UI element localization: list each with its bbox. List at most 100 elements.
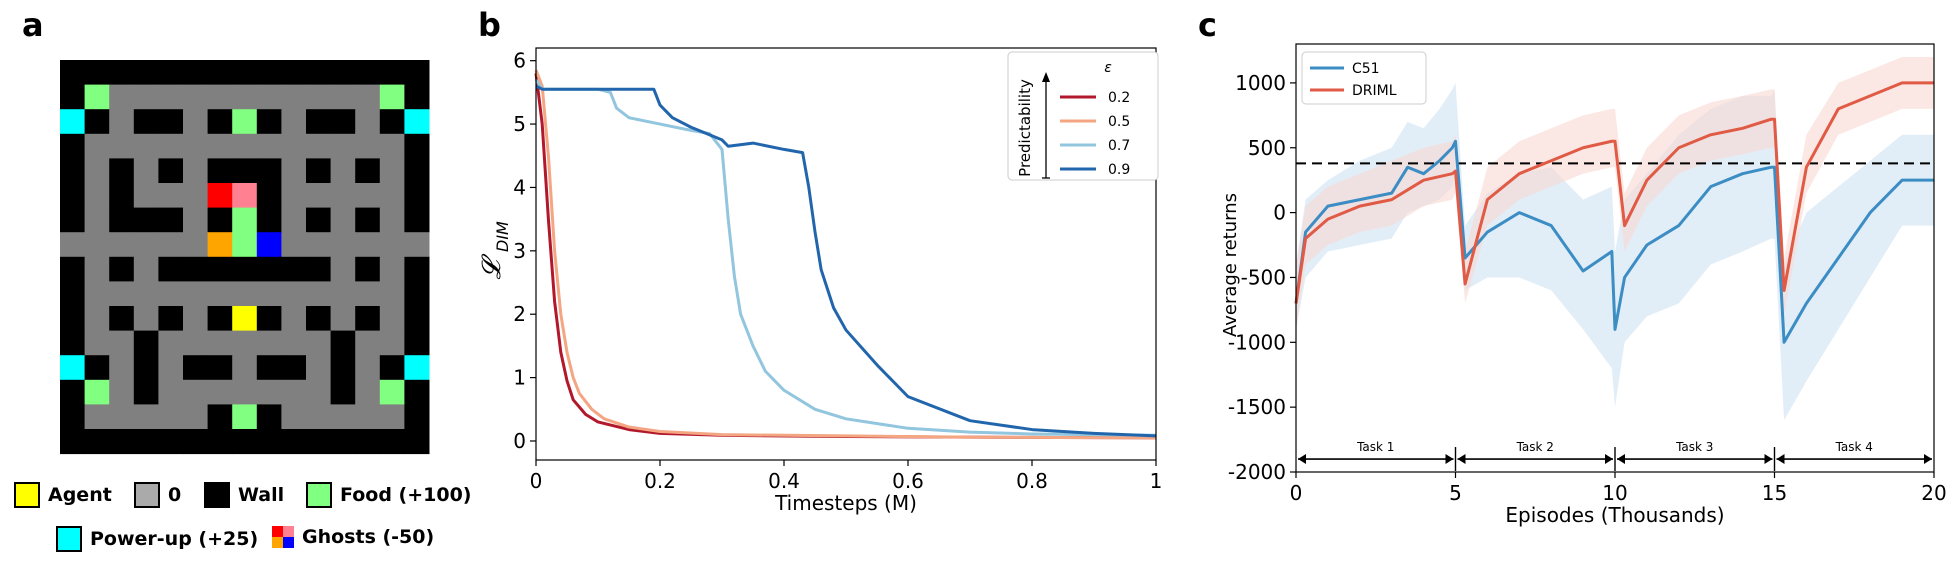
x-tick-label: 0.6	[892, 469, 924, 493]
task-arrowhead-left	[1776, 454, 1785, 465]
maze-cell	[256, 84, 282, 110]
maze-cell	[355, 133, 381, 159]
legend-food-label: Food (+100)	[340, 484, 472, 506]
maze-cell	[306, 109, 332, 135]
series-line-0.5	[534, 69, 1157, 440]
y-tick-label: 4	[513, 175, 526, 199]
maze-cell	[60, 355, 86, 381]
series-line-C51	[1294, 139, 1934, 344]
maze-cell	[207, 133, 233, 159]
maze-cell	[109, 183, 135, 209]
maze-cell	[84, 404, 110, 430]
task-label: Task 2	[1516, 440, 1554, 454]
maze-cell	[133, 429, 159, 455]
maze-cell	[109, 330, 135, 356]
maze-cell	[133, 355, 159, 381]
maze-cell	[281, 207, 307, 233]
maze-cell	[183, 281, 209, 307]
maze-cell	[133, 158, 159, 184]
maze-cell	[60, 330, 86, 356]
maze-cell	[183, 158, 209, 184]
y-tick-label: 0	[513, 429, 526, 453]
maze-cell	[207, 379, 233, 405]
maze-cell	[379, 158, 405, 184]
maze-cell	[355, 256, 381, 282]
empty-swatch	[134, 482, 160, 508]
maze-cell	[355, 355, 381, 381]
ghosts-swatch	[272, 526, 294, 548]
maze-cell	[60, 84, 86, 110]
maze-cell	[158, 232, 184, 258]
maze-cell	[207, 109, 233, 135]
maze-cell	[158, 183, 184, 209]
maze-cell	[355, 379, 381, 405]
maze-cell	[232, 429, 258, 455]
task-label: Task 3	[1675, 440, 1713, 454]
maze-cell	[379, 355, 405, 381]
maze-cell	[281, 306, 307, 332]
maze-cell	[281, 133, 307, 159]
y-tick-label: 6	[513, 49, 526, 73]
maze-cell	[330, 281, 356, 307]
maze-cell	[207, 429, 233, 455]
maze-cell	[183, 84, 209, 110]
maze-cell	[379, 306, 405, 332]
task-arrowhead-left	[1298, 454, 1306, 465]
maze-cell	[133, 281, 159, 307]
maze-cell	[158, 256, 184, 282]
maze-cell	[306, 355, 332, 381]
legend-label-0.7: 0.7	[1108, 138, 1130, 154]
maze-cell	[207, 60, 233, 86]
maze-cell	[109, 133, 135, 159]
maze-cell	[183, 183, 209, 209]
maze-cell	[109, 158, 135, 184]
maze-cell	[133, 207, 159, 233]
maze-cell	[133, 379, 159, 405]
maze-cell	[306, 183, 332, 209]
maze-cell	[330, 84, 356, 110]
maze-cell	[84, 281, 110, 307]
maze-cell	[158, 109, 184, 135]
y-axis-label: Average returns	[1220, 193, 1241, 337]
maze-cell	[256, 60, 282, 86]
maze-cell	[404, 429, 430, 455]
maze-cell	[158, 158, 184, 184]
maze-cell	[183, 306, 209, 332]
maze-cell	[207, 183, 233, 209]
maze-cell	[109, 84, 135, 110]
maze-cell	[306, 232, 332, 258]
y-tick-label: -2000	[1228, 460, 1286, 484]
maze-cell	[232, 133, 258, 159]
task-label: Task 4	[1835, 440, 1873, 454]
series-line-0.7	[534, 78, 1157, 437]
maze-cell	[109, 207, 135, 233]
chart-c: 0 5 10 15 20 1000 500 0 -500 -1000 -1500 -2000 Episo…	[1220, 43, 1947, 527]
maze-cell	[330, 306, 356, 332]
maze-cell	[133, 183, 159, 209]
plot-frame	[535, 47, 1157, 461]
maze-cell	[232, 158, 258, 184]
maze-cell	[404, 84, 430, 110]
legend-arrowhead	[1042, 72, 1050, 82]
maze-cell	[158, 404, 184, 430]
maze-cell	[306, 429, 332, 455]
agent-swatch	[14, 482, 40, 508]
maze-cell	[84, 60, 110, 86]
maze-cell	[379, 256, 405, 282]
maze-cell	[109, 281, 135, 307]
maze-cell	[84, 256, 110, 282]
maze-cell	[404, 379, 430, 405]
maze-grid	[60, 60, 430, 455]
maze-cell	[256, 256, 282, 282]
x-tick-label: 0	[1290, 481, 1303, 505]
maze-cell	[84, 133, 110, 159]
maze-cell	[281, 84, 307, 110]
maze-cell	[379, 379, 405, 405]
maze-cell	[109, 429, 135, 455]
maze-cell	[256, 404, 282, 430]
legend-label-0.9: 0.9	[1108, 162, 1130, 178]
x-tick-label: 0.8	[1016, 469, 1048, 493]
maze-cell	[109, 232, 135, 258]
x-tick-label: 15	[1762, 481, 1787, 505]
y-tick-label: 5	[513, 112, 526, 136]
